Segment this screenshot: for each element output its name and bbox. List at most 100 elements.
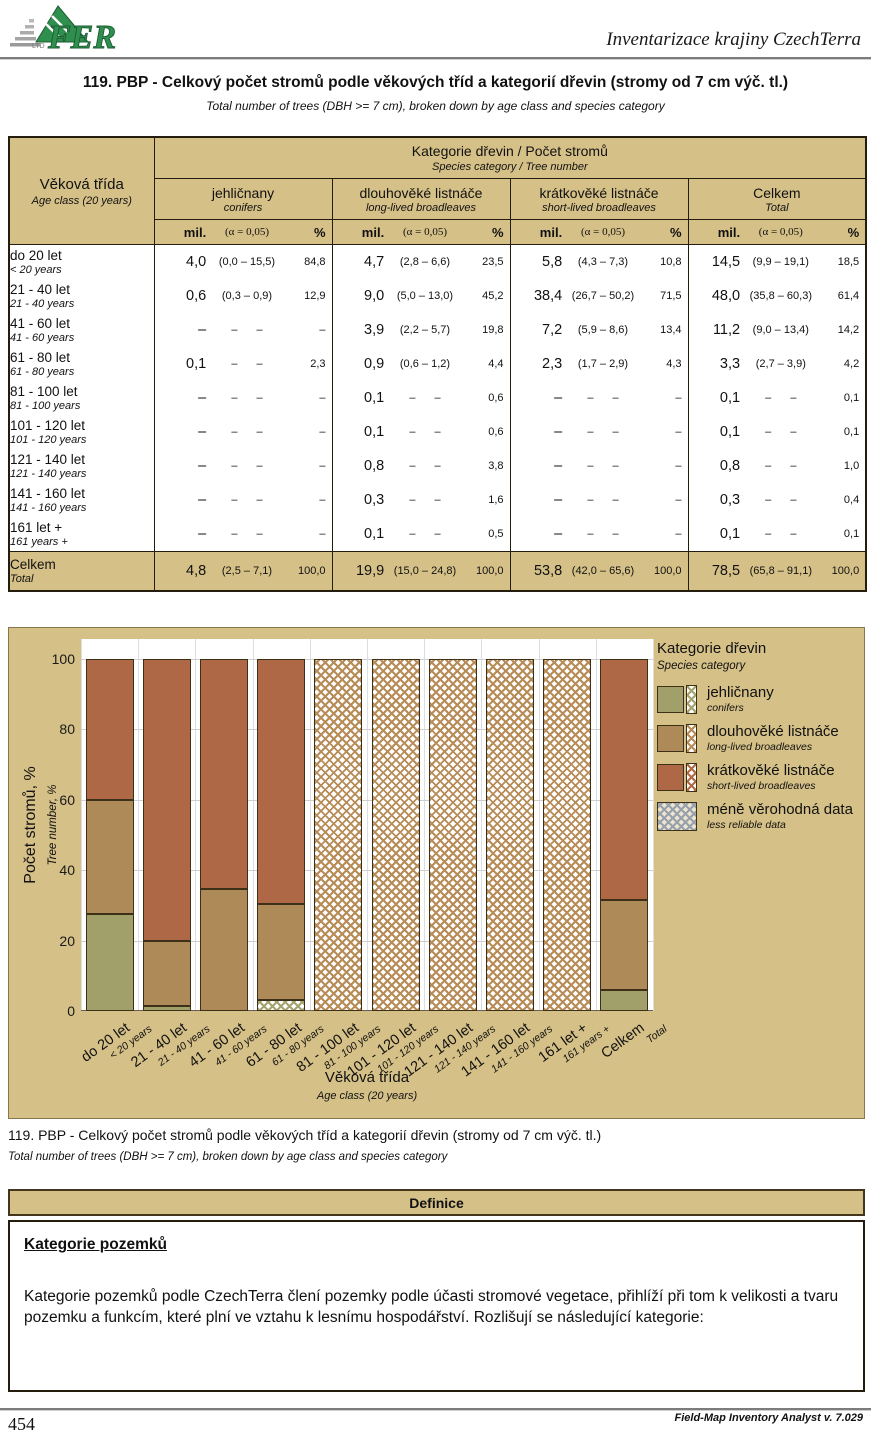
ci-value: (0,0 – 15,5) — [218, 256, 276, 268]
stacked-bar — [85, 659, 134, 1011]
chart-plot-area — [81, 639, 654, 1011]
mil-value: 11,2 — [712, 322, 741, 338]
pct-value: – — [319, 494, 326, 506]
value-cell: – – – – — [509, 517, 688, 552]
header-rule — [0, 57, 871, 60]
bar-segment — [600, 989, 649, 1011]
ci-value: – – — [765, 460, 797, 472]
definition-paragraph: Kategorie pozemků podle CzechTerra člení… — [24, 1288, 839, 1327]
value-cell: – – – – — [154, 517, 332, 552]
age-class-en: < 20 years — [10, 264, 62, 276]
y-tick-label: 100 — [51, 651, 75, 667]
ci-value: – – — [231, 494, 263, 506]
grid-line-v — [195, 639, 197, 1011]
ci-value: – – — [409, 392, 441, 404]
legend-label-en: conifers — [707, 702, 744, 714]
bar-segment — [142, 659, 191, 941]
mil-value: 19,9 — [355, 563, 385, 579]
value-cell: – – – – — [154, 415, 332, 449]
mil-value: 0,3 — [719, 492, 741, 508]
app-version: Field-Map Inventory Analyst v. 7.029 — [674, 1412, 864, 1424]
legend-subtitle: Species category — [657, 660, 746, 672]
value-cell: 0,1 – – 0,1 — [687, 381, 867, 415]
group-header: dlouhověké listnáče long-lived broadleave… — [331, 178, 510, 220]
pct-value: 100,0 — [297, 565, 326, 577]
page-number: 454 — [8, 1414, 35, 1434]
value-cell: 0,1 – – 0,1 — [687, 415, 867, 449]
age-class-en: 41 - 60 years — [10, 332, 75, 344]
ci-value: (4,3 – 7,3) — [577, 256, 629, 268]
subcol-header: mil. (α = 0,05)% — [509, 219, 688, 245]
group-label-cz: krátkověké listnáče — [539, 184, 659, 201]
value-cell: 53,8 (42,0 – 65,6) 100,0 — [509, 551, 688, 591]
ci-value: (9,0 – 13,4) — [752, 324, 809, 336]
legend-item: krátkověké listnáče short-lived broadleav… — [657, 762, 862, 792]
ci-value: – – — [765, 528, 797, 540]
ci-value: (65,8 – 91,1) — [749, 565, 812, 577]
ci-value: (2,8 – 6,6) — [399, 256, 451, 268]
age-class-en: 101 - 120 years — [10, 434, 87, 446]
value-cell: 3,3 (2,7 – 3,9) 4,2 — [687, 347, 867, 381]
table-corner-header: Věková třída Age class (20 years) — [9, 137, 155, 245]
pct-value: 0,4 — [843, 494, 860, 506]
grid-line-v — [367, 639, 368, 1011]
bar-segment — [85, 659, 134, 800]
stacked-bar — [371, 659, 420, 1011]
subcol-header: mil. (α = 0,05)% — [687, 219, 867, 245]
bar-segment — [257, 659, 306, 905]
age-class-cz: Celkem — [10, 557, 56, 572]
ci-value: (42,0 – 65,6) — [571, 565, 635, 577]
ci-value: – – — [765, 494, 797, 506]
page-header: FER LTD Inventarizace krajiny CzechTerra — [0, 0, 871, 57]
mil-value: – — [198, 526, 207, 542]
pct-value: 0,1 — [843, 426, 860, 438]
ci-value: – – — [587, 392, 619, 404]
age-class-cz: 141 - 160 let — [10, 486, 86, 501]
mil-value: – — [554, 458, 563, 474]
legend-label-cz: krátkověké listnáče — [707, 762, 835, 779]
age-class-label: 41 - 60 let 41 - 60 years — [9, 313, 155, 347]
grid-line-h — [81, 659, 653, 660]
subcol-alpha-label: (α = 0,05) — [224, 226, 269, 238]
grid-line-h — [81, 870, 653, 872]
age-class-cz: 41 - 60 let — [10, 316, 71, 331]
pct-value: 84,8 — [304, 256, 326, 268]
mil-value: 0,8 — [364, 458, 385, 474]
grid-line-v — [81, 639, 82, 1011]
mil-value: 14,5 — [711, 254, 741, 270]
value-cell: 0,9 (0,6 – 1,2) 4,4 — [331, 347, 510, 381]
chart-caption-en: Total number of trees (DBH >= 7 cm), bro… — [8, 1151, 448, 1163]
grid-line-v — [138, 639, 140, 1011]
pct-value: – — [319, 392, 326, 404]
age-class-cz: 21 - 40 let — [10, 282, 71, 297]
group-header: Celkem Total — [687, 178, 867, 220]
group-header: krátkověké listnáče short-lived broadleav… — [509, 178, 688, 220]
legend-swatch — [657, 763, 684, 791]
mil-value: – — [198, 492, 207, 508]
bar-segment — [600, 900, 649, 990]
legend-label-en: short-lived broadleaves — [707, 780, 816, 792]
definition-box: Kategorie pozemků Kategorie pozemků podl… — [8, 1220, 865, 1392]
value-cell: 11,2 (9,0 – 13,4) 14,2 — [687, 313, 867, 347]
svg-text:LTD: LTD — [32, 43, 45, 50]
value-cell: 0,1 – – 0,6 — [331, 381, 510, 415]
subcol-alpha-label: (α = 0,05) — [402, 226, 447, 238]
mil-value: 9,0 — [364, 288, 385, 304]
value-cell: 9,0 (5,0 – 13,0) 45,2 — [331, 279, 510, 313]
pct-value: 14,2 — [837, 324, 860, 336]
value-cell: 2,3 (1,7 – 2,9) 4,3 — [509, 347, 688, 381]
age-class-label: 101 - 120 let 101 - 120 years — [9, 415, 155, 449]
ci-value: (2,5 – 7,1) — [221, 565, 273, 577]
mil-value: – — [554, 390, 563, 406]
x-axis-title: Věková třída — [324, 1069, 410, 1086]
legend-swatch-hatch — [686, 723, 697, 753]
mil-value: 5,8 — [542, 254, 563, 270]
age-class-en: 161 years + — [10, 536, 68, 548]
mil-value: 0,1 — [364, 526, 385, 542]
grid-line-h — [81, 729, 653, 731]
legend-item: jehličnany conifers — [657, 684, 862, 714]
value-cell: 38,4 (26,7 – 50,2) 71,5 — [509, 279, 688, 313]
legend-label-cz: dlouhověké listnáče — [707, 723, 839, 740]
legend-swatch-hatch — [686, 684, 697, 714]
